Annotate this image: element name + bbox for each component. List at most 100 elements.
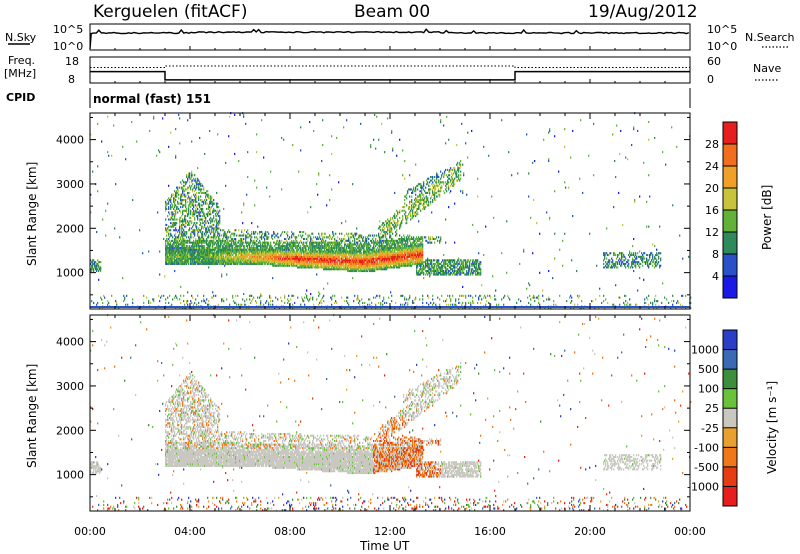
range-gate-cell (219, 209, 221, 212)
range-gate-cell (244, 252, 246, 255)
range-gate-cell (321, 246, 323, 249)
range-gate-cell (179, 257, 181, 260)
range-gate-cell (203, 262, 205, 265)
range-gate-cell (354, 239, 356, 242)
range-gate-cell (166, 231, 168, 234)
range-gate-cell (165, 262, 167, 265)
range-gate-cell (389, 239, 391, 242)
range-gate-cell (258, 241, 260, 244)
range-gate-cell (182, 246, 184, 249)
range-gate-cell (302, 261, 304, 264)
range-gate-cell (355, 250, 357, 253)
range-gate-cell (188, 195, 190, 198)
range-gate-cell (217, 250, 219, 253)
range-gate-cell (348, 303, 350, 306)
range-gate-cell (313, 262, 315, 265)
range-gate-cell (198, 186, 200, 189)
range-gate-cell (346, 261, 348, 264)
range-gate-cell (234, 252, 236, 255)
range-gate-cell (173, 243, 175, 246)
range-gate-cell (181, 254, 183, 257)
range-gate-cell (358, 264, 360, 267)
range-gate-cell (215, 234, 217, 237)
range-gate-cell (217, 206, 219, 209)
range-gate-cell (199, 204, 201, 207)
range-gate-cell (362, 268, 364, 271)
range-gate-cell (270, 250, 272, 253)
range-gate-cell (386, 255, 388, 258)
range-gate-cell (200, 222, 202, 225)
range-gate-cell (174, 202, 176, 205)
range-gate-cell (329, 250, 331, 253)
range-gate-cell (208, 234, 210, 237)
range-gate-cell (339, 262, 341, 265)
range-gate-cell (305, 293, 307, 296)
range-gate-cell (352, 254, 354, 257)
range-gate-cell (261, 119, 263, 122)
range-gate-cell (294, 259, 296, 262)
range-gate-cell (328, 259, 330, 262)
range-gate-cell (324, 257, 326, 260)
range-gate-cell (204, 216, 206, 219)
range-gate-cell (392, 246, 394, 249)
range-gate-cell (390, 245, 392, 248)
range-gate-cell (193, 236, 195, 239)
range-gate-cell (400, 261, 402, 264)
range-gate-cell (268, 255, 270, 258)
range-gate-cell (202, 222, 204, 225)
range-gate-cell (301, 252, 303, 255)
range-gate-cell (209, 197, 211, 200)
range-gate-cell (312, 255, 314, 258)
range-gate-cell (285, 254, 287, 257)
range-gate-cell (216, 262, 218, 265)
range-gate-cell (297, 245, 299, 248)
range-gate-cell (405, 248, 407, 251)
range-gate-cell (343, 261, 345, 264)
range-gate-cell (183, 241, 185, 244)
range-gate-cell (234, 246, 236, 249)
range-gate-cell (332, 241, 334, 244)
range-gate-cell (233, 307, 235, 310)
range-gate-cell (343, 264, 345, 267)
range-gate-cell (169, 218, 171, 221)
range-gate-cell (260, 245, 262, 248)
range-gate-cell (182, 227, 184, 230)
range-gate-cell (345, 255, 347, 258)
range-gate-cell (194, 218, 196, 221)
range-gate-cell (97, 262, 99, 265)
range-gate-cell (176, 236, 178, 239)
range-gate-cell (200, 252, 202, 255)
range-gate-cell (173, 261, 175, 264)
range-gate-cell (266, 255, 268, 258)
range-gate-cell (345, 268, 347, 271)
range-gate-cell (351, 255, 353, 258)
range-gate-cell (381, 259, 383, 262)
range-gate-cell (220, 239, 222, 242)
range-gate-cell (166, 239, 168, 242)
range-gate-cell (180, 294, 182, 297)
range-gate-cell (377, 241, 379, 244)
range-gate-cell (203, 188, 205, 191)
range-gate-cell (227, 231, 229, 234)
range-gate-cell (256, 255, 258, 258)
range-gate-cell (352, 246, 354, 249)
range-gate-cell (390, 248, 392, 251)
range-gate-cell (227, 252, 229, 255)
range-gate-cell (250, 239, 252, 242)
range-gate-cell (182, 262, 184, 265)
range-gate-cell (209, 229, 211, 232)
range-gate-cell (287, 261, 289, 264)
range-gate-cell (394, 222, 396, 225)
range-gate-cell (202, 218, 204, 221)
range-gate-cell (212, 257, 214, 260)
range-gate-cell (331, 246, 333, 249)
range-gate-cell (216, 220, 218, 223)
range-gate-cell (211, 202, 213, 205)
range-gate-cell (260, 236, 262, 239)
range-gate-cell (260, 259, 262, 262)
range-gate-cell (303, 266, 305, 269)
range-gate-cell (191, 140, 193, 143)
range-gate-cell (394, 227, 396, 230)
range-gate-cell (185, 231, 187, 234)
range-gate-cell (132, 301, 134, 304)
